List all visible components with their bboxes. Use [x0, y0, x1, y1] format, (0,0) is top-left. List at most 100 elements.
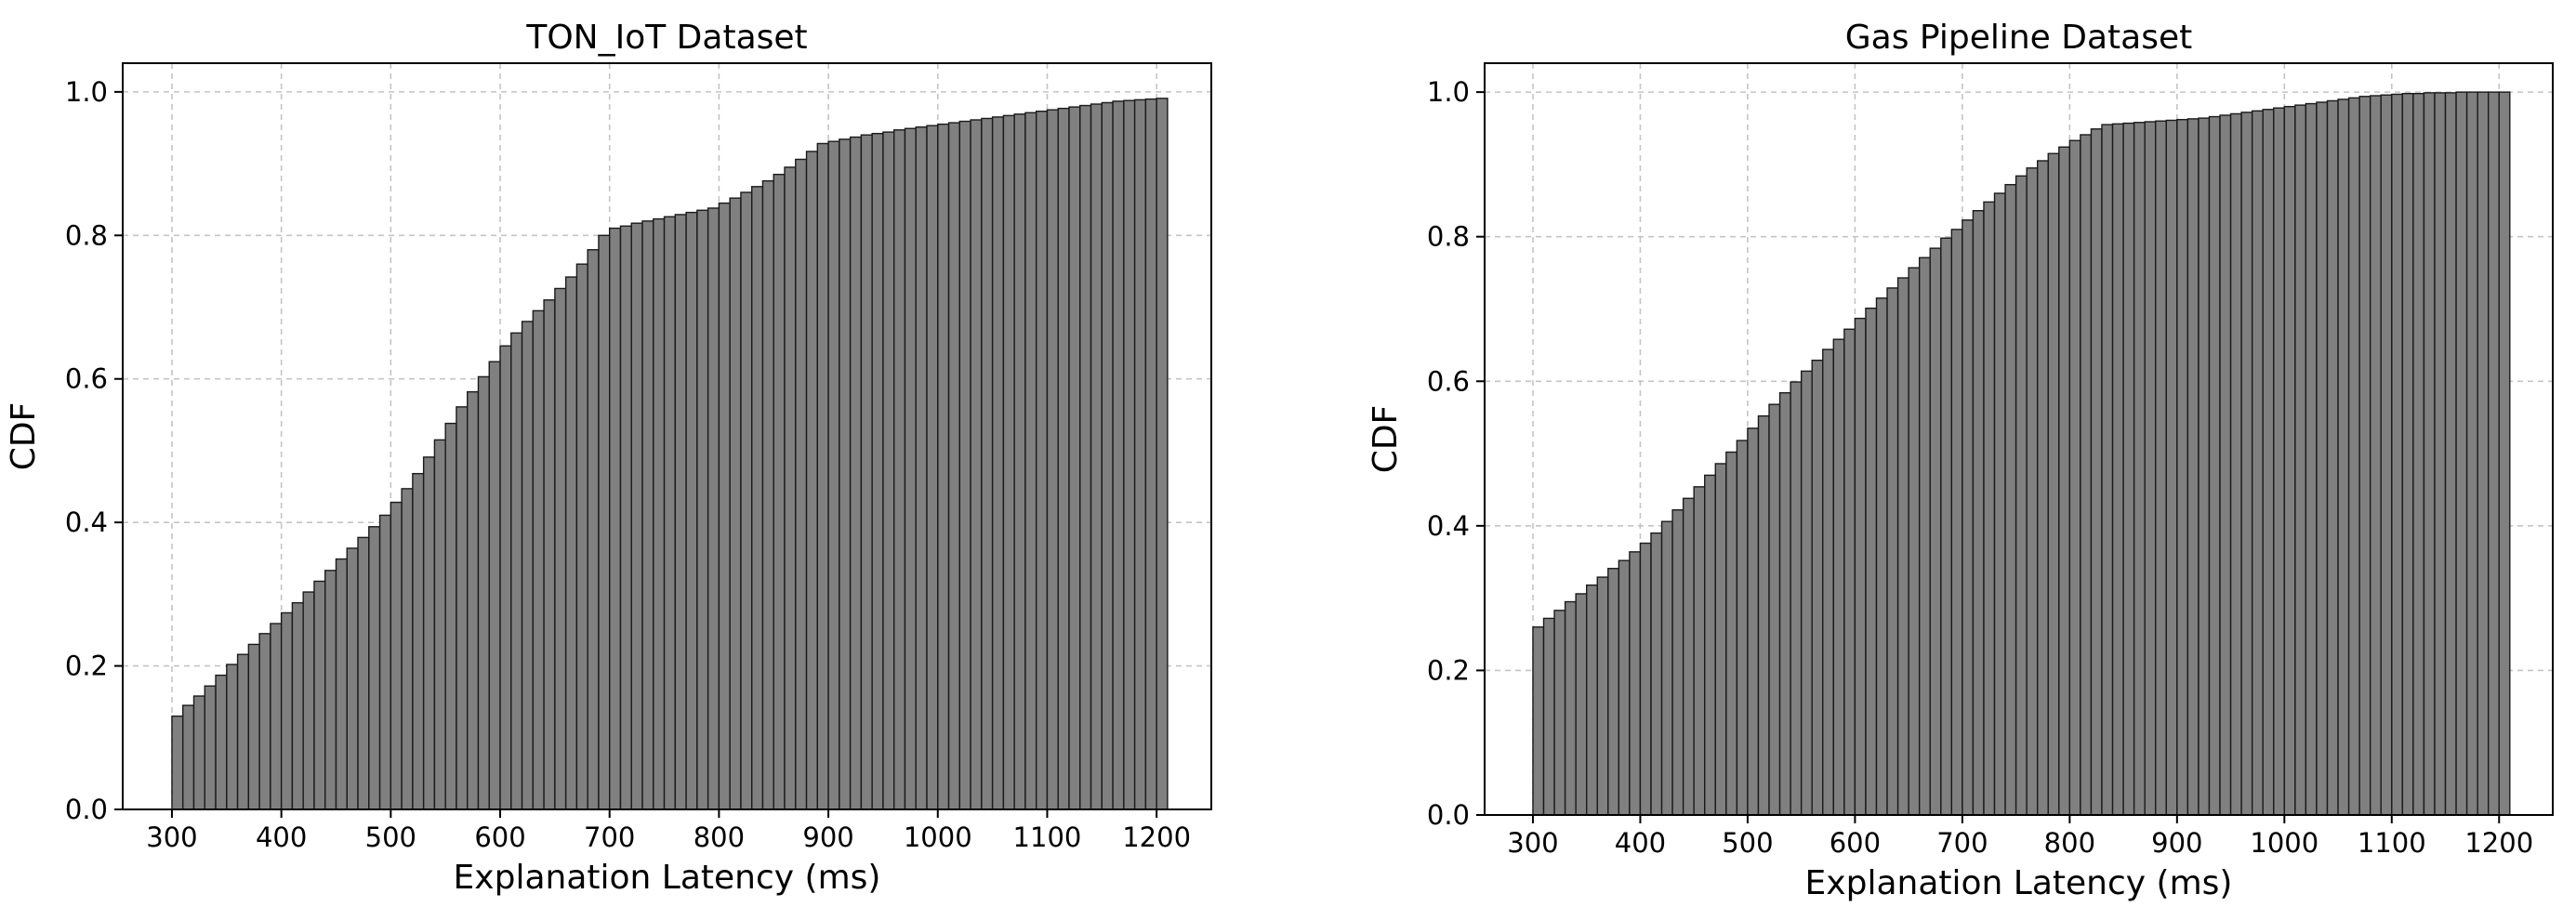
bar: [2369, 95, 2382, 816]
bar: [422, 456, 436, 810]
bar: [171, 715, 184, 810]
plot-frame: [1484, 62, 2554, 816]
bar: [1725, 451, 1738, 816]
bar: [335, 558, 348, 810]
chart-panel-ton-iot: 300 400 500 600 700 800 900 1000 1100 1200 0.0 0.2 0…: [5, 19, 1212, 897]
bar: [510, 332, 523, 810]
x-axis-label: Explanation Latency (ms): [1805, 864, 2233, 902]
bar: [1046, 109, 1059, 810]
bar: [2305, 102, 2318, 816]
bar: [827, 140, 840, 810]
bar: [839, 138, 852, 810]
bar: [1564, 600, 1577, 816]
bar-series: [1532, 91, 2511, 816]
bar: [2155, 120, 2167, 816]
bar: [270, 623, 283, 810]
bar: [390, 501, 403, 810]
y-axis-label: CDF: [5, 402, 43, 471]
bar: [1079, 104, 1092, 810]
bar: [575, 263, 588, 810]
bar: [1747, 427, 1760, 816]
bar: [2401, 92, 2414, 816]
bar: [247, 643, 260, 810]
bar: [1790, 381, 1803, 816]
bar: [2444, 92, 2457, 816]
y-tick-label: 0.6: [1427, 365, 1470, 397]
bar: [2101, 124, 2114, 816]
bar: [816, 142, 829, 810]
x-tick-label: 900: [2151, 827, 2202, 859]
bar: [630, 222, 643, 810]
bar: [1156, 98, 1169, 810]
bar: [1983, 201, 1996, 816]
bar: [1123, 99, 1136, 810]
bar: [1575, 593, 1588, 816]
bar: [958, 120, 971, 810]
bar: [2004, 183, 2017, 816]
bar: [1090, 103, 1103, 810]
bar: [1843, 328, 1856, 816]
bar: [2423, 92, 2436, 816]
bar: [1929, 247, 1942, 816]
bar: [2111, 123, 2124, 816]
bar: [1101, 101, 1114, 810]
y-tick-label: 0.8: [1427, 221, 1470, 253]
chart-title: Gas Pipeline Dataset: [1845, 19, 2192, 57]
bar: [1553, 610, 1566, 816]
bar: [2391, 93, 2404, 816]
bar: [1993, 192, 2006, 816]
bar: [773, 173, 786, 810]
bar: [2090, 128, 2103, 816]
bar: [795, 158, 808, 810]
bar: [2380, 94, 2393, 816]
bar: [1542, 617, 1555, 816]
bar: [1660, 520, 1673, 816]
bar: [1002, 114, 1015, 810]
x-tick-label: 300: [1507, 827, 1558, 859]
bar: [412, 472, 425, 810]
bar: [674, 214, 687, 810]
bar: [598, 234, 611, 810]
bar: [2219, 114, 2232, 816]
bar: [204, 685, 217, 810]
x-tick-label: 400: [256, 821, 307, 853]
bar: [2068, 139, 2081, 816]
bar: [1865, 308, 1878, 816]
bar: [2026, 167, 2039, 816]
bar: [2316, 101, 2329, 816]
bar: [1736, 440, 1749, 816]
y-tick-label: 0.0: [1427, 799, 1470, 831]
bar: [1778, 392, 1791, 816]
bar: [751, 186, 764, 810]
bar: [882, 131, 895, 810]
bar: [2434, 92, 2447, 816]
bar: [2058, 146, 2071, 816]
bar: [1639, 542, 1652, 816]
bar: [1682, 497, 1695, 816]
bar: [291, 601, 304, 810]
bar: [258, 633, 271, 810]
bar: [1671, 509, 1684, 816]
bar: [2358, 96, 2371, 816]
bar: [477, 375, 490, 810]
bar: [1972, 209, 1985, 816]
bar: [2165, 119, 2178, 816]
bar: [2337, 99, 2350, 816]
y-tick-label: 0.4: [65, 506, 108, 538]
y-tick-label: 0.4: [1427, 510, 1470, 542]
bar: [543, 299, 556, 810]
bar: [1144, 98, 1157, 810]
bar: [1908, 267, 1921, 816]
bar: [357, 536, 370, 810]
bar: [182, 704, 195, 810]
bar: [860, 134, 873, 810]
bar: [456, 406, 469, 810]
bar: [444, 422, 457, 810]
y-axis-label: CDF: [1367, 405, 1405, 474]
bar: [346, 547, 359, 810]
x-tick-label: 600: [1830, 827, 1881, 859]
bar: [1693, 486, 1706, 816]
bar: [499, 345, 512, 810]
